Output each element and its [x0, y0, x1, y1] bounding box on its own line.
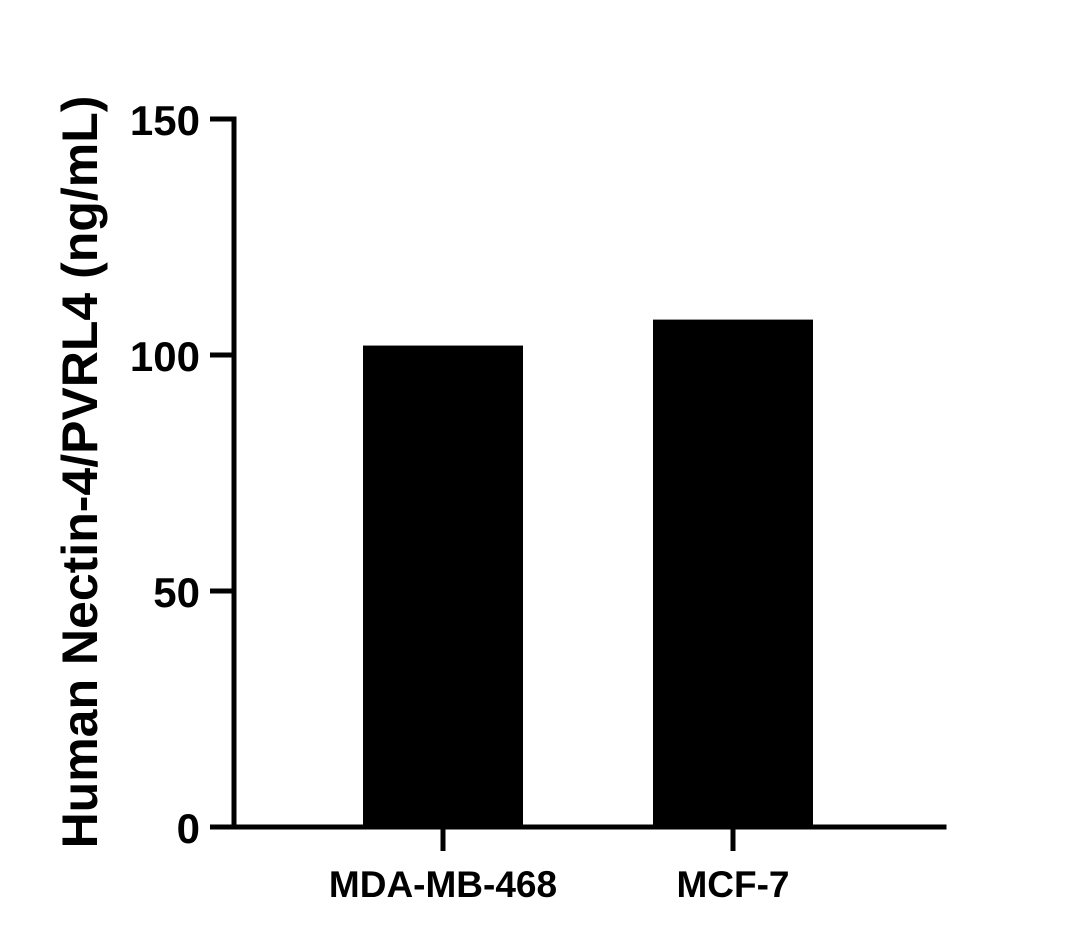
y-tick-label: 50 [153, 569, 200, 616]
axes-layer [231, 116, 947, 830]
bars-layer [363, 319, 813, 827]
y-tick-label: 100 [130, 333, 200, 380]
x-tick-label: MCF-7 [676, 864, 789, 905]
y-tick-label: 0 [177, 805, 200, 852]
y-axis-label: Human Nectin-4/PVRL4 (ng/mL) [52, 96, 108, 849]
x-tick-label: MDA-MB-468 [329, 864, 557, 905]
bar-mcf-7 [653, 319, 813, 827]
y-tick-label: 150 [130, 97, 200, 144]
y-ticks: 0 50 100 150 [130, 97, 234, 852]
x-ticks: MDA-MB-468 MCF-7 [329, 827, 790, 905]
bar-mda-mb-468 [363, 345, 523, 827]
